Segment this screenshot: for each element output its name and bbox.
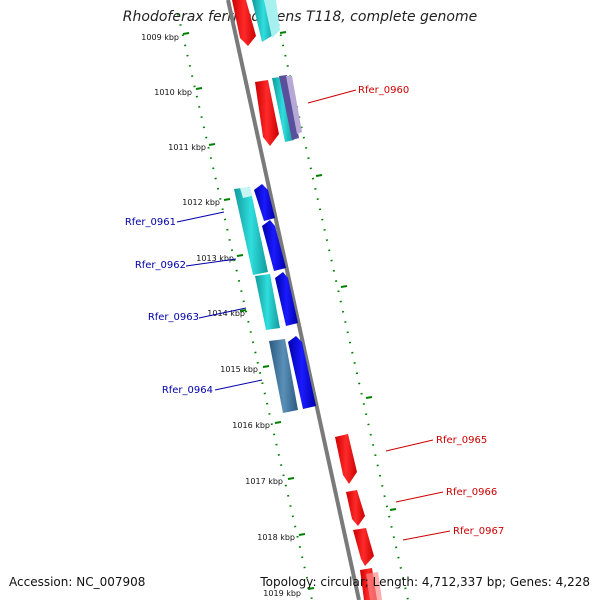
cog-cyan: [252, 0, 275, 42]
forward-strand-cog: [252, 0, 302, 142]
cog-cyan: [272, 77, 294, 142]
cds-reverse-cyan: [234, 187, 268, 275]
kbp-label: 1014 kbp: [207, 309, 245, 318]
cog-lavender: [286, 76, 302, 134]
cds-forward: [346, 490, 365, 526]
kbp-label: 1016 kbp: [232, 421, 270, 430]
gene-tag[interactable]: Rfer_0966: [446, 487, 497, 498]
cds-forward-faded: [366, 572, 382, 600]
kbp-label: 1019 kbp: [263, 589, 301, 598]
gene-tag[interactable]: Rfer_0967: [453, 526, 504, 537]
kbp-label: 1012 kbp: [182, 198, 220, 207]
cds-forward: [232, 0, 256, 46]
kbp-label: 1010 kbp: [154, 88, 192, 97]
gene-tag[interactable]: Rfer_0963: [148, 312, 199, 323]
cds-reverse-cyan: [255, 274, 280, 330]
cds-forward: [255, 80, 279, 146]
kbp-labels: 1009 kbp 1010 kbp 1011 kbp 1012 kbp 1013…: [141, 33, 301, 598]
forward-strand-cds: [232, 0, 382, 600]
reverse-strand-cds: [234, 184, 316, 413]
cds-reverse-steel: [269, 339, 298, 413]
cds-reverse-cyan-light: [240, 187, 252, 198]
gene-tag[interactable]: Rfer_0965: [436, 435, 487, 446]
kbp-label: 1011 kbp: [168, 143, 206, 152]
cds-forward: [335, 434, 357, 484]
cog-cyan-light: [264, 0, 280, 38]
kbp-label: 1015 kbp: [220, 365, 258, 374]
cog-purple: [279, 75, 299, 140]
cds-reverse: [262, 220, 286, 271]
kbp-label: 1018 kbp: [257, 533, 295, 542]
kbp-label: 1009 kbp: [141, 33, 179, 42]
cds-reverse: [254, 184, 275, 221]
accession-label: Accession: NC_007908: [9, 575, 146, 589]
gene-tags: Rfer_0960 Rfer_0961 Rfer_0962 Rfer_0963 …: [125, 85, 504, 537]
gene-tag[interactable]: Rfer_0961: [125, 217, 176, 228]
cds-forward: [353, 528, 374, 566]
kbp-label: 1013 kbp: [196, 254, 234, 263]
genome-info-label: Topology: circular; Length: 4,712,337 bp…: [260, 575, 590, 589]
gene-tag[interactable]: Rfer_0960: [358, 85, 409, 96]
gene-tag[interactable]: Rfer_0962: [135, 260, 186, 271]
genome-backbone: [226, 0, 361, 600]
map-title: Rhodoferax ferrireducens T118, complete …: [122, 9, 478, 25]
kbp-label: 1017 kbp: [245, 477, 283, 486]
cds-reverse: [288, 336, 316, 409]
kbp-ticks: [182, 31, 397, 590]
cds-reverse: [275, 272, 298, 326]
gene-tag[interactable]: Rfer_0964: [162, 385, 213, 396]
callout-lines: [176, 89, 451, 541]
